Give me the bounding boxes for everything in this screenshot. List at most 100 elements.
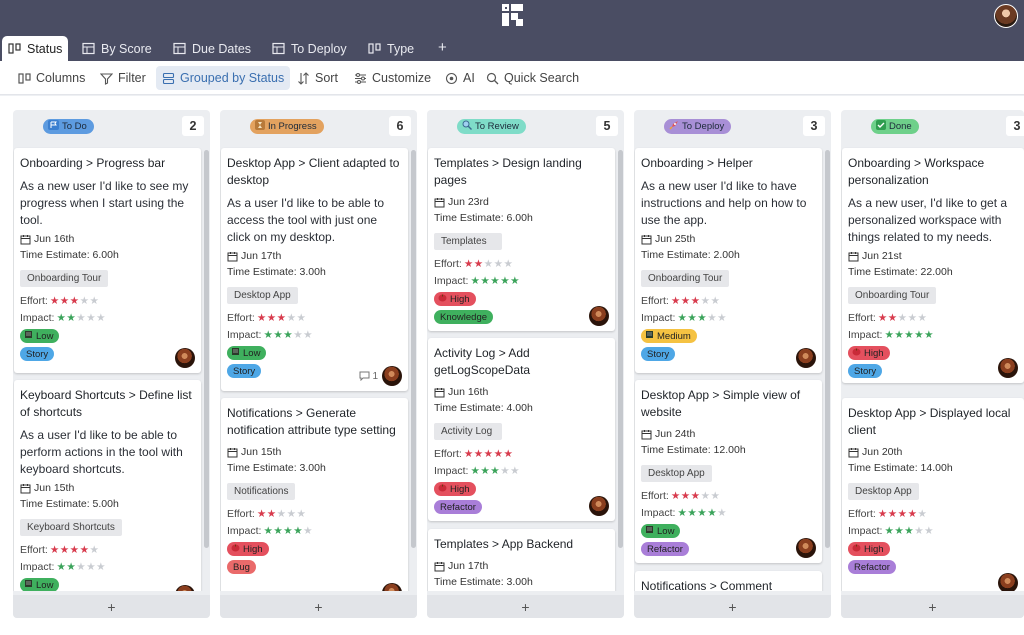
task-card[interactable]: Templates > App Backend Jun 17th Time Esti…: [428, 529, 615, 591]
effort-stars[interactable]: ★★★★★: [49, 295, 100, 307]
assignee-avatar[interactable]: [382, 366, 402, 386]
customize-button[interactable]: Customize: [348, 66, 437, 90]
column-scrollbar[interactable]: [411, 150, 416, 548]
ai-button[interactable]: AI: [439, 66, 481, 90]
impact-stars[interactable]: ★★★★★: [56, 561, 107, 573]
impact-stars[interactable]: ★★★★★: [884, 329, 935, 341]
impact-label: Impact:: [848, 329, 883, 341]
assignee-avatar[interactable]: [175, 585, 195, 591]
effort-stars[interactable]: ★★★★★: [463, 258, 514, 270]
assignee-avatar[interactable]: [382, 583, 402, 591]
add-card-button[interactable]: +: [634, 595, 831, 618]
priority-badge[interactable]: High: [434, 292, 476, 306]
priority-badge[interactable]: Low: [20, 329, 60, 343]
effort-stars[interactable]: ★★★★★: [256, 312, 307, 324]
type-badge[interactable]: Refactor: [641, 542, 689, 556]
effort-stars[interactable]: ★★★★★: [463, 448, 514, 460]
epic-tag[interactable]: Onboarding Tour: [848, 287, 937, 304]
impact-rating: Impact: ★★★★★: [641, 506, 816, 520]
assignee-avatar[interactable]: [589, 496, 609, 516]
type-badge[interactable]: Knowledge: [434, 310, 494, 324]
quick-search-button[interactable]: Quick Search: [480, 66, 585, 90]
column-scrollbar[interactable]: [825, 150, 830, 548]
priority-badge[interactable]: High: [848, 346, 890, 360]
task-card[interactable]: Onboarding > Workspace personalization As…: [842, 148, 1024, 383]
impact-stars[interactable]: ★★★★★: [263, 525, 314, 537]
type-badge[interactable]: Refactor: [848, 560, 896, 574]
column-to-review: To Review 5 Templates > Design landing pag…: [427, 110, 624, 618]
task-card[interactable]: Desktop App > Displayed local client Jun …: [842, 398, 1024, 591]
assignee-avatar[interactable]: [175, 348, 195, 368]
tab-to-deploy[interactable]: To Deploy: [266, 36, 353, 61]
task-card[interactable]: Notifications > Comment: [635, 571, 822, 591]
epic-tag[interactable]: Templates: [434, 233, 502, 250]
task-card[interactable]: Desktop App > Simple view of website Jun …: [635, 380, 822, 563]
epic-tag[interactable]: Keyboard Shortcuts: [20, 519, 122, 536]
user-avatar[interactable]: [994, 4, 1018, 28]
tab-due-dates[interactable]: Due Dates: [167, 36, 257, 61]
impact-stars[interactable]: ★★★★★: [470, 465, 521, 477]
epic-tag[interactable]: Activity Log: [434, 423, 502, 440]
type-badge[interactable]: Story: [641, 347, 676, 361]
task-card[interactable]: Desktop App > Client adapted to desktop A…: [221, 148, 408, 391]
add-card-button[interactable]: +: [220, 595, 417, 618]
type-badge[interactable]: Refactor: [434, 500, 482, 514]
task-card[interactable]: Templates > Design landing pages Jun 23rd…: [428, 148, 615, 331]
grouped-by-button[interactable]: Grouped by Status: [156, 66, 291, 90]
priority-badge[interactable]: Medium: [641, 329, 697, 343]
sort-button[interactable]: Sort: [291, 66, 344, 90]
task-card[interactable]: Onboarding > Progress bar As a new user I…: [14, 148, 201, 373]
effort-stars[interactable]: ★★★★★: [670, 490, 721, 502]
filter-button[interactable]: Filter: [94, 66, 152, 90]
assignee-avatar[interactable]: [998, 573, 1018, 591]
effort-stars[interactable]: ★★★★★: [877, 312, 928, 324]
assignee-avatar[interactable]: [796, 348, 816, 368]
priority-badge[interactable]: High: [848, 542, 890, 556]
add-card-button[interactable]: +: [427, 595, 624, 618]
effort-stars[interactable]: ★★★★★: [877, 508, 928, 520]
tab-type[interactable]: Type: [362, 36, 420, 61]
add-card-button[interactable]: +: [841, 595, 1024, 618]
priority-badge[interactable]: Low: [227, 346, 267, 360]
epic-tag[interactable]: Onboarding Tour: [641, 270, 730, 287]
type-badge[interactable]: Story: [20, 347, 55, 361]
type-badge[interactable]: Story: [848, 364, 883, 378]
epic-tag[interactable]: Notifications: [227, 483, 296, 500]
effort-stars[interactable]: ★★★★★: [670, 295, 721, 307]
priority-badge[interactable]: Low: [20, 578, 60, 591]
priority-badge[interactable]: High: [434, 482, 476, 496]
impact-stars[interactable]: ★★★★★: [677, 312, 728, 324]
app-logo-icon[interactable]: [502, 4, 523, 26]
impact-stars[interactable]: ★★★★★: [884, 525, 935, 537]
assignee-avatar[interactable]: [998, 358, 1018, 378]
task-card[interactable]: Keyboard Shortcuts > Define list of shor…: [14, 380, 201, 591]
impact-stars[interactable]: ★★★★★: [263, 329, 314, 341]
impact-stars[interactable]: ★★★★★: [677, 507, 728, 519]
add-card-button[interactable]: +: [13, 595, 210, 618]
columns-button[interactable]: Columns: [12, 66, 91, 90]
tab-by-score[interactable]: By Score: [76, 36, 158, 61]
priority-badge[interactable]: Low: [641, 524, 681, 538]
epic-tag[interactable]: Desktop App: [641, 465, 712, 482]
assignee-avatar[interactable]: [796, 538, 816, 558]
tab-status[interactable]: Status: [2, 36, 69, 61]
card-description: As a user I'd like to be able to access …: [227, 196, 385, 244]
add-tab-button[interactable]: +: [438, 39, 447, 56]
task-card[interactable]: Activity Log > Add getLogScopeData Jun 16…: [428, 338, 615, 521]
type-badge[interactable]: Bug: [227, 560, 256, 574]
impact-stars[interactable]: ★★★★★: [56, 312, 107, 324]
assignee-avatar[interactable]: [589, 306, 609, 326]
column-scrollbar[interactable]: [204, 150, 209, 548]
comments[interactable]: 1: [359, 371, 378, 382]
epic-tag[interactable]: Desktop App: [227, 287, 298, 304]
epic-tag[interactable]: Desktop App: [848, 483, 919, 500]
task-card[interactable]: Onboarding > Helper As a new user I'd lik…: [635, 148, 822, 373]
effort-stars[interactable]: ★★★★★: [256, 508, 307, 520]
column-scrollbar[interactable]: [618, 150, 623, 548]
epic-tag[interactable]: Onboarding Tour: [20, 270, 109, 287]
priority-badge[interactable]: High: [227, 542, 269, 556]
type-badge[interactable]: Story: [227, 364, 262, 378]
task-card[interactable]: Notifications > Generate notification at…: [221, 398, 408, 591]
effort-stars[interactable]: ★★★★★: [49, 544, 100, 556]
impact-stars[interactable]: ★★★★★: [470, 275, 521, 287]
